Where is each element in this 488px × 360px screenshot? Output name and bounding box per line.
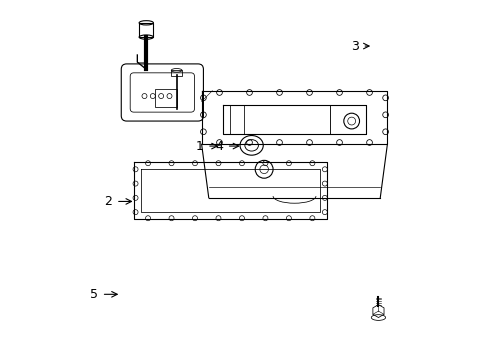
- Text: 3: 3: [350, 40, 358, 53]
- Text: 4: 4: [215, 140, 223, 153]
- Text: 1: 1: [195, 140, 203, 153]
- Text: 2: 2: [104, 195, 112, 208]
- Text: 5: 5: [90, 288, 98, 301]
- Bar: [171, 70, 182, 76]
- Bar: [139, 23, 153, 37]
- Bar: [155, 89, 176, 107]
